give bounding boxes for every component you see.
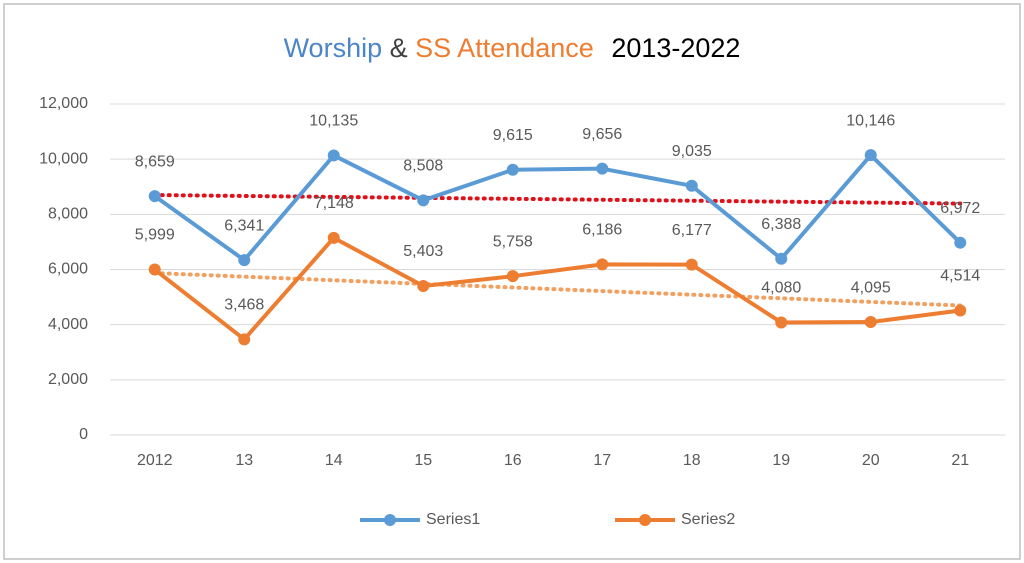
data-label: 8,508 <box>403 158 443 175</box>
y-tick-label: 4,000 <box>48 316 88 333</box>
x-tick-label: 13 <box>235 452 253 469</box>
point <box>864 316 877 329</box>
legend-marker <box>639 514 651 526</box>
x-tick-label: 14 <box>325 452 343 469</box>
data-label: 4,080 <box>761 280 801 297</box>
point <box>685 179 698 192</box>
x-tick-label: 2012 <box>137 452 173 469</box>
point <box>327 149 340 162</box>
y-tick-label: 6,000 <box>48 261 88 278</box>
trendline <box>152 193 963 206</box>
point <box>148 190 161 203</box>
point <box>685 258 698 271</box>
legend-label: Series2 <box>681 511 735 528</box>
data-label: 6,186 <box>582 222 622 239</box>
data-label: 9,035 <box>672 143 712 160</box>
title-part: 2013-2022 <box>611 33 740 63</box>
series-line <box>153 235 961 342</box>
chart-title: Worship & SS Attendance 2013-2022 <box>284 33 741 63</box>
point <box>327 231 340 244</box>
data-label: 9,656 <box>582 126 622 143</box>
point <box>417 279 430 292</box>
title-part: Worship <box>284 33 383 63</box>
point <box>775 252 788 265</box>
title-part: & <box>390 33 408 63</box>
legend-marker <box>384 514 396 526</box>
point <box>148 263 161 276</box>
y-tick-label: 2,000 <box>48 371 88 388</box>
x-tick-label: 15 <box>414 452 432 469</box>
point <box>506 270 519 283</box>
x-tick-label: 18 <box>683 452 701 469</box>
x-tick-label: 20 <box>862 452 880 469</box>
point <box>596 162 609 175</box>
y-tick-label: 0 <box>79 426 88 443</box>
data-label: 5,758 <box>493 233 533 250</box>
x-tick-label: 17 <box>593 452 611 469</box>
point <box>596 258 609 271</box>
data-label: 7,148 <box>314 195 354 212</box>
point <box>864 149 877 162</box>
data-label: 10,135 <box>309 113 358 130</box>
point <box>417 194 430 207</box>
data-label: 4,095 <box>851 279 891 296</box>
point <box>238 333 251 346</box>
data-label: 9,615 <box>493 127 533 144</box>
trendline <box>152 271 963 308</box>
y-tick-label: 10,000 <box>39 150 88 167</box>
data-label: 5,403 <box>403 243 443 260</box>
x-tick-label: 21 <box>951 452 969 469</box>
point <box>506 163 519 176</box>
legend-label: Series1 <box>426 511 480 528</box>
data-label: 4,514 <box>940 268 980 285</box>
data-label: 6,388 <box>761 216 801 233</box>
series-line <box>153 153 962 263</box>
data-label: 6,177 <box>672 222 712 239</box>
point <box>954 236 967 249</box>
y-tick-label: 8,000 <box>48 206 88 223</box>
data-label: 3,468 <box>224 297 264 314</box>
point <box>954 304 967 317</box>
point <box>775 316 788 329</box>
data-label: 5,999 <box>135 227 175 244</box>
data-label: 10,146 <box>846 112 895 129</box>
title-part: SS Attendance <box>415 33 594 63</box>
data-label: 6,341 <box>224 217 264 234</box>
x-tick-label: 19 <box>772 452 790 469</box>
data-label: 6,972 <box>940 200 980 217</box>
x-tick-label: 16 <box>504 452 522 469</box>
data-label: 8,659 <box>135 153 175 170</box>
y-tick-label: 12,000 <box>39 95 88 112</box>
point <box>238 254 251 267</box>
